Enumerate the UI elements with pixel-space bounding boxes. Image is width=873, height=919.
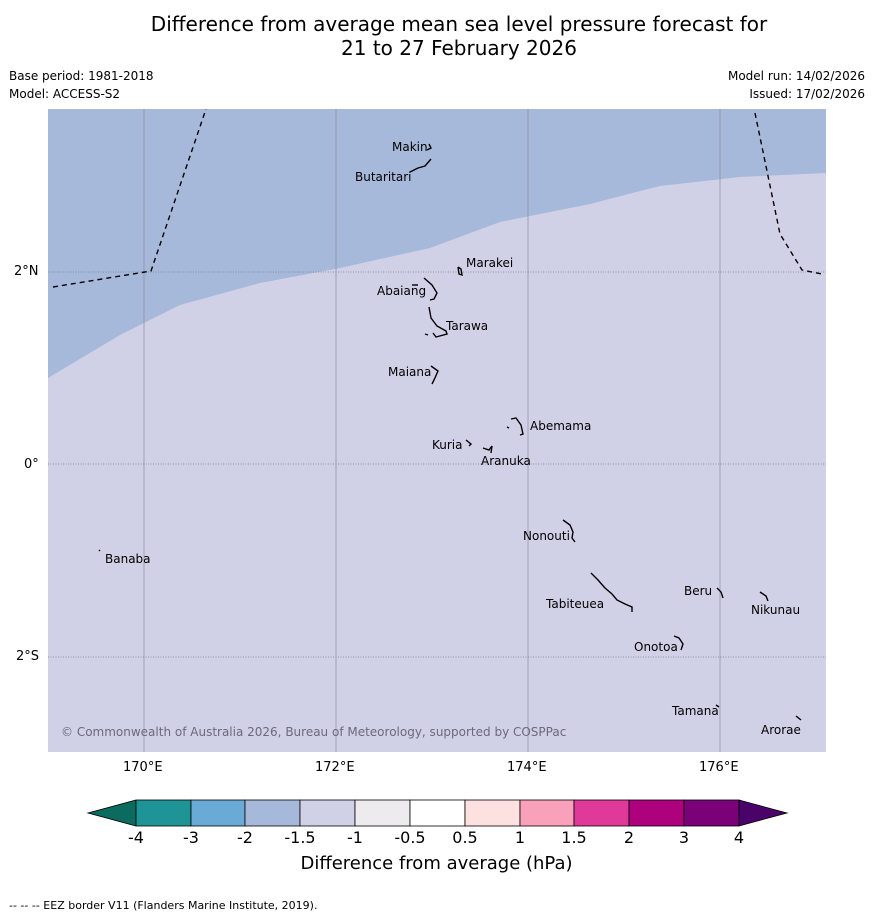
base-period: Base period: 1981-2018 (9, 69, 154, 83)
cb-tick: 1.5 (561, 828, 587, 847)
island-makin (426, 143, 432, 151)
label-butaritari: Butaritari (355, 170, 412, 184)
cb-tick: 2 (623, 828, 635, 847)
label-abaiang: Abaiang (377, 284, 426, 298)
label-makin: Makin (392, 140, 428, 154)
title-line-1: Difference from average mean sea level p… (150, 12, 768, 36)
island-nikunau (759, 591, 769, 602)
island-tabiteuea (590, 572, 633, 612)
label-kuria: Kuria (432, 438, 463, 452)
label-abemama: Abemama (530, 419, 591, 433)
island-tarawa-west (424, 333, 429, 336)
island-beru (716, 587, 724, 599)
island-tamana (715, 704, 720, 708)
lon-label-172: 172°E (315, 760, 355, 775)
island-onotoa (673, 635, 684, 651)
island-tarawa (428, 306, 448, 338)
island-abaiang (423, 277, 438, 301)
cb-tick: -2 (237, 828, 253, 847)
meta-right: Model run: 14/02/2026 Issued: 17/02/2026 (728, 67, 865, 103)
cb-tick: -0.5 (394, 828, 426, 847)
island-abemama (510, 417, 524, 436)
island-aranuka (482, 445, 493, 454)
island-butaritari (409, 158, 432, 173)
islands (98, 143, 802, 721)
island-kuria (465, 439, 473, 447)
cb-tick: -4 (128, 828, 144, 847)
eez-footnote: -- -- -- EEZ border V11 (Flanders Marine… (9, 899, 318, 912)
lon-label-170: 170°E (123, 760, 163, 775)
label-maiana: Maiana (388, 365, 431, 379)
lat-label-2s: 2°S (16, 649, 40, 664)
north-region (48, 109, 826, 378)
label-nikunau: Nikunau (751, 603, 800, 617)
cb-tick: 1 (514, 828, 526, 847)
copyright: © Commonwealth of Australia 2026, Bureau… (61, 725, 566, 739)
label-tamana: Tamana (671, 704, 719, 718)
cb-tick: 3 (678, 828, 690, 847)
label-banaba: Banaba (105, 552, 151, 566)
cb-tick: -3 (183, 828, 199, 847)
title-line-2: 21 to 27 February 2026 (341, 36, 577, 60)
lon-label-176: 176°E (699, 760, 739, 775)
lat-label-0: 0° (24, 457, 39, 472)
lon-label-174: 174°E (507, 760, 547, 775)
label-aranuka: Aranuka (481, 454, 531, 468)
island-nonouti (562, 519, 576, 543)
model-run: Model run: 14/02/2026 (727, 69, 865, 83)
label-tabiteuea: Tabiteuea (545, 597, 604, 611)
label-arorae: Arorae (761, 723, 801, 737)
cb-tick: -1.5 (284, 828, 316, 847)
island-maiana (430, 365, 439, 385)
model-name: Model: ACCESS-S2 (9, 87, 121, 101)
cb-tick: 4 (733, 828, 745, 847)
lat-label-2n: 2°N (14, 264, 39, 279)
island-banaba (98, 549, 101, 552)
meta-left: Base period: 1981-2018 Model: ACCESS-S2 (9, 67, 154, 103)
label-beru: Beru (684, 584, 712, 598)
graticule (143, 109, 721, 752)
chart-title: Difference from average mean sea level p… (0, 12, 873, 60)
island-marakei (457, 266, 463, 277)
label-nonouti: Nonouti (523, 529, 570, 543)
island-abemama-w (506, 426, 510, 429)
label-tarawa: Tarawa (445, 319, 488, 333)
issued-date: Issued: 17/02/2026 (749, 87, 865, 101)
label-marakei: Marakei (466, 256, 513, 270)
cb-tick: 0.5 (452, 828, 478, 847)
island-arorae (795, 715, 802, 721)
eez-border (52, 109, 823, 288)
colorbar-title: Difference from average (hPa) (300, 853, 573, 874)
label-onotoa: Onotoa (634, 640, 678, 654)
cb-tick: -1 (347, 828, 363, 847)
